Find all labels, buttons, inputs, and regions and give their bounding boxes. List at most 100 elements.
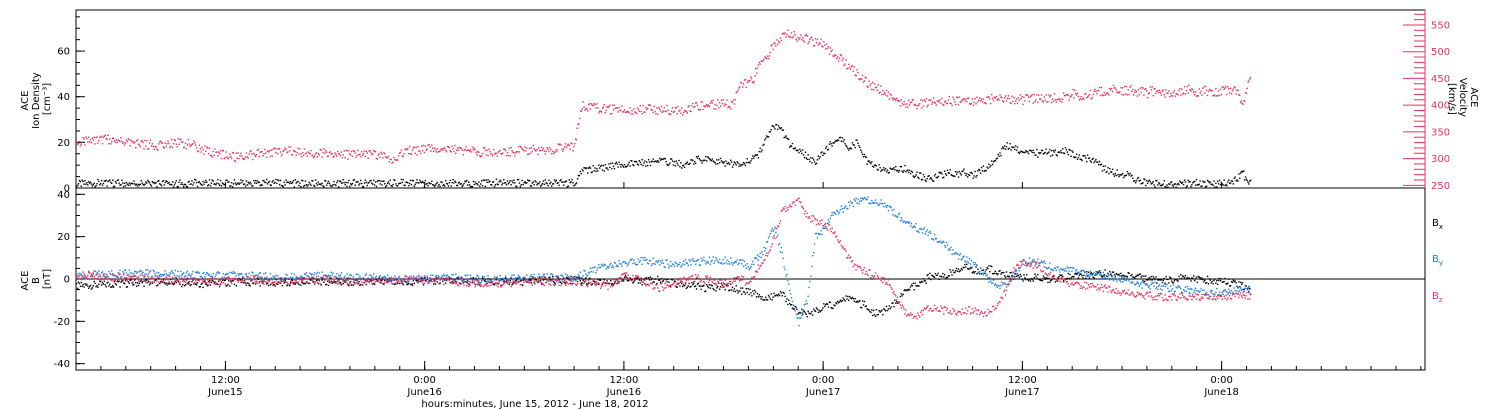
by-point (810, 275, 812, 278)
velocity-point (1098, 86, 1101, 89)
bx-point (1242, 288, 1245, 291)
velocity-point (1240, 100, 1243, 102)
velocity-point (92, 139, 95, 141)
density-point (1205, 186, 1207, 188)
density-point (812, 159, 815, 161)
density-point (1007, 148, 1010, 150)
velocity-point (375, 157, 378, 160)
density-point (85, 183, 87, 185)
bx-point (259, 285, 261, 287)
by-point (717, 260, 719, 263)
bx-point (915, 284, 917, 287)
bx-point (213, 282, 215, 284)
velocity-point (1129, 86, 1131, 88)
velocity-point (538, 147, 540, 149)
velocity-point (1207, 90, 1210, 93)
velocity-point (1170, 95, 1173, 97)
density-point (686, 161, 689, 163)
by-point (957, 258, 960, 260)
bx-point (97, 286, 99, 288)
by-point (733, 262, 736, 264)
velocity-point (1181, 93, 1184, 95)
bx-point (834, 304, 836, 307)
velocity-point (724, 103, 726, 105)
by-point (360, 279, 362, 281)
density-point (518, 182, 521, 184)
by-point (886, 204, 889, 207)
density-point (1108, 172, 1110, 175)
velocity-point (860, 78, 863, 80)
density-point (844, 142, 846, 145)
density-point (252, 185, 254, 187)
bx-point (1040, 279, 1043, 282)
density-point (599, 165, 602, 167)
bx-point (360, 283, 362, 286)
velocity-point (145, 145, 147, 147)
bx-point (552, 281, 555, 283)
by-point (84, 274, 86, 276)
bx-point (429, 277, 431, 279)
bx-point (955, 270, 957, 272)
bx-point (1126, 276, 1129, 278)
velocity-point (112, 137, 115, 140)
bx-point (482, 278, 485, 280)
bx-point (911, 285, 914, 287)
by-point (872, 202, 875, 205)
velocity-point (1141, 86, 1143, 89)
density-point (561, 181, 563, 183)
velocity-point (551, 153, 553, 155)
density-point (729, 163, 731, 166)
by-point (335, 278, 337, 280)
bx-point (948, 275, 950, 277)
by-point (569, 275, 571, 278)
velocity-point (465, 146, 467, 148)
velocity-point (1010, 102, 1012, 105)
bx-point (557, 276, 559, 279)
bx-point (492, 283, 495, 286)
by-point (254, 279, 256, 281)
by-point (446, 274, 449, 276)
by-point (442, 275, 444, 277)
density-point (785, 135, 787, 137)
velocity-point (292, 150, 295, 152)
bx-point (1110, 273, 1112, 276)
by-point (835, 213, 837, 215)
by-point (971, 266, 974, 268)
velocity-point (282, 150, 285, 152)
velocity-point (274, 147, 276, 149)
velocity-point (422, 144, 425, 147)
velocity-point (819, 42, 821, 45)
density-point (633, 164, 635, 167)
density-point (271, 181, 273, 183)
velocity-point (1209, 89, 1212, 91)
density-point (564, 180, 567, 183)
velocity-point (589, 108, 592, 110)
velocity-point (1149, 86, 1152, 88)
bx-point (919, 281, 921, 283)
by-point (469, 274, 472, 277)
velocity-point (1083, 98, 1085, 100)
density-point (1241, 171, 1243, 173)
density-point (1094, 160, 1096, 162)
velocity-point (855, 74, 857, 77)
by-point (268, 279, 271, 281)
bx-point (603, 279, 606, 281)
bx-point (793, 308, 796, 310)
velocity-point (1016, 102, 1019, 105)
velocity-point (1113, 87, 1116, 89)
density-point (1161, 184, 1164, 186)
velocity-point (488, 148, 490, 150)
density-point (541, 182, 544, 185)
density-point (766, 136, 769, 138)
velocity-point (1194, 91, 1197, 93)
density-point (824, 147, 827, 149)
velocity-point (914, 103, 916, 106)
by-point (135, 272, 138, 275)
density-point (158, 179, 160, 182)
by-point (919, 228, 922, 230)
density-point (1098, 163, 1100, 166)
velocity-point (471, 146, 474, 148)
bx-point (730, 289, 733, 291)
velocity-point (100, 135, 103, 137)
bx-point (971, 271, 974, 274)
